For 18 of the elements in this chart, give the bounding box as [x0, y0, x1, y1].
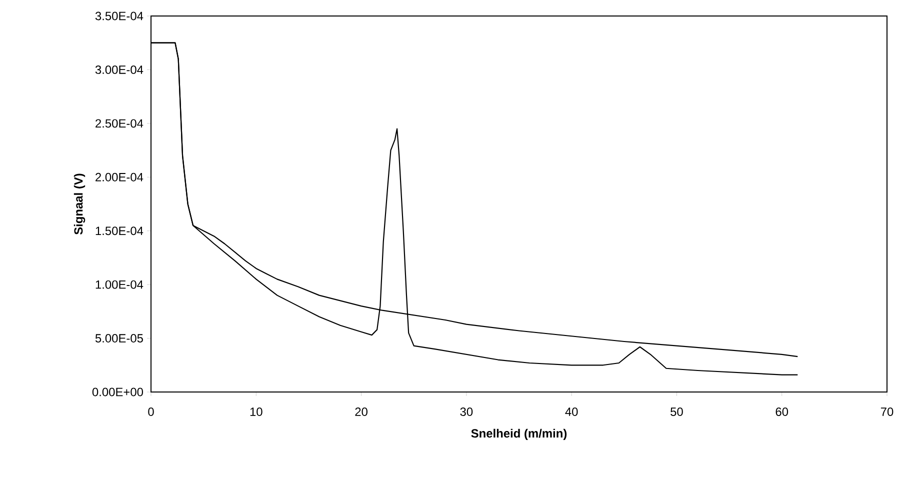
- y-tick-label: 0.00E+00: [92, 388, 144, 396]
- x-tick-label: 30: [460, 408, 473, 416]
- x-tick-label: 70: [880, 408, 894, 416]
- y-tick-label: 1.00E-04: [96, 280, 144, 289]
- x-tick-label: 40: [565, 408, 578, 416]
- y-axis-title: Signaal (V): [74, 174, 86, 235]
- x-tick-label: 10: [250, 408, 262, 416]
- x-tick-label: 50: [670, 408, 683, 416]
- y-tick-label: 3.00E-04: [95, 65, 144, 74]
- x-axis-title: Snelheid (m/min): [471, 428, 567, 440]
- y-tick-label: 3.50E-04: [95, 12, 144, 20]
- y-tick-label: 2.50E-04: [96, 119, 144, 128]
- x-tick-label: 60: [776, 408, 788, 416]
- x-tick-label: 0: [148, 408, 154, 416]
- y-tick-label: 5.00E-05: [95, 334, 143, 343]
- y-tick-label: 2.00E-04: [96, 172, 144, 182]
- x-tick-label: 20: [355, 408, 368, 416]
- y-tick-label: 1.50E-04: [96, 226, 144, 236]
